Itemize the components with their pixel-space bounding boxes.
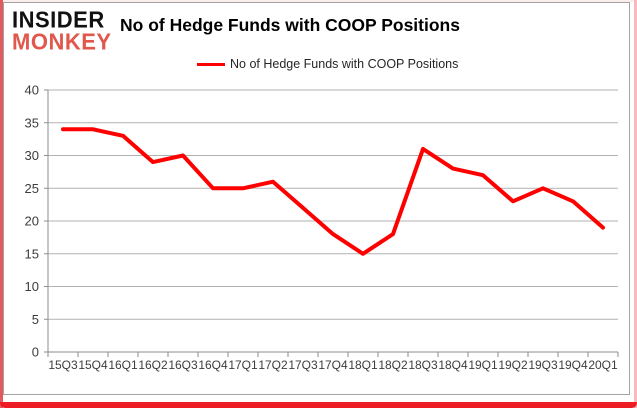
x-tick-label: 19Q3 [528, 358, 558, 372]
x-tick-label: 17Q4 [318, 358, 348, 372]
x-tick-label: 15Q3 [48, 358, 78, 372]
x-tick-label: 17Q2 [258, 358, 288, 372]
x-tick-label: 18Q3 [408, 358, 438, 372]
y-tick-label: 0 [32, 345, 39, 360]
x-tick-label: 18Q1 [348, 358, 378, 372]
legend-label: No of Hedge Funds with COOP Positions [230, 57, 459, 71]
y-tick-label: 35 [25, 115, 39, 130]
legend: No of Hedge Funds with COOP Positions [197, 57, 458, 71]
x-tick-label: 17Q1 [228, 358, 258, 372]
y-tick-label: 25 [25, 181, 39, 196]
y-tick-label: 5 [32, 312, 39, 327]
x-tick-label: 18Q2 [378, 358, 408, 372]
x-tick-label: 19Q2 [498, 358, 528, 372]
x-tick-label: 19Q4 [558, 358, 588, 372]
x-tick-label: 16Q4 [198, 358, 228, 372]
x-tick-label: 17Q3 [288, 358, 318, 372]
page-title: No of Hedge Funds with COOP Positions [120, 15, 460, 35]
x-tick-label: 18Q4 [438, 358, 468, 372]
insider-monkey-logo: INSIDER MONKEY [12, 6, 112, 55]
y-tick-label: 30 [25, 148, 39, 163]
x-tick-label: 19Q1 [468, 358, 498, 372]
x-tick-label: 20Q1 [588, 358, 618, 372]
x-tick-label: 15Q4 [78, 358, 108, 372]
y-tick-label: 10 [25, 279, 39, 294]
x-tick-label: 16Q2 [138, 358, 168, 372]
logo-text-monkey: MONKEY [12, 28, 112, 55]
x-tick-label: 16Q3 [168, 358, 198, 372]
logo-text-insider: INSIDER [12, 6, 105, 33]
x-tick-label: 16Q1 [108, 358, 138, 372]
series-line [61, 127, 605, 256]
y-tick-label: 40 [25, 83, 39, 98]
y-tick-label: 15 [25, 246, 39, 261]
legend-line-swatch [197, 62, 225, 66]
y-tick-label: 20 [25, 214, 39, 229]
